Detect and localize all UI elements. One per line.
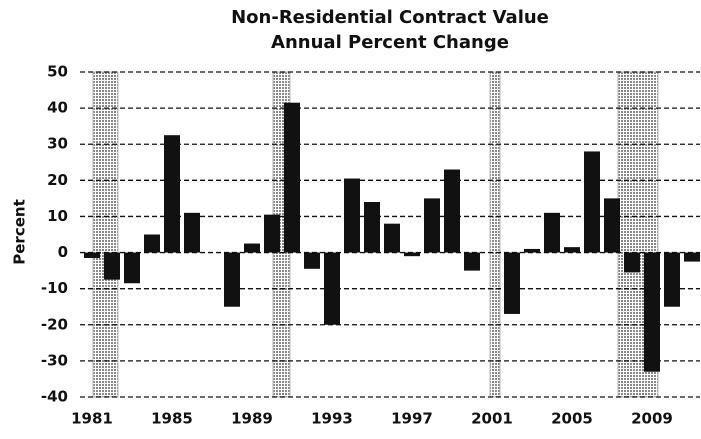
bar — [344, 178, 360, 253]
bar — [284, 102, 300, 253]
bar — [324, 252, 340, 325]
x-tick-label: 1997 — [391, 410, 433, 428]
y-axis-label: Percent — [11, 199, 29, 264]
x-tick-label: 2005 — [551, 410, 593, 428]
x-tick-label: 1985 — [151, 410, 193, 428]
y-tick-label: 50 — [47, 63, 68, 81]
y-tick-label: 40 — [47, 99, 68, 117]
x-tick-label: 1989 — [231, 410, 273, 428]
x-tick-label: 1981 — [71, 410, 113, 428]
bar — [444, 169, 460, 253]
bar — [104, 252, 120, 280]
bar — [124, 252, 140, 284]
y-tick-label: 20 — [47, 171, 68, 189]
bar — [364, 202, 380, 253]
y-tick-label: -30 — [41, 351, 68, 369]
y-tick-label: 0 — [58, 243, 68, 261]
bar — [144, 234, 160, 253]
chart-title: Non-Residential Contract Value — [231, 7, 549, 28]
bar — [464, 252, 480, 271]
x-tick-label: 2001 — [471, 410, 513, 428]
y-tick-label: -20 — [41, 315, 68, 333]
y-tick-label: -40 — [41, 388, 68, 406]
bar — [244, 243, 260, 253]
bar — [84, 252, 100, 258]
bar — [384, 223, 400, 253]
bar — [164, 135, 180, 253]
bar — [684, 252, 700, 262]
recession-band — [489, 71, 501, 398]
bar — [404, 252, 420, 257]
bar — [624, 252, 640, 273]
bar — [644, 252, 660, 372]
bar — [504, 252, 520, 314]
bar — [604, 198, 620, 253]
y-tick-label: -10 — [41, 279, 68, 297]
y-tick-label: 30 — [47, 135, 68, 153]
bar — [584, 151, 600, 253]
bar — [544, 212, 560, 253]
bar — [184, 212, 200, 253]
bar — [564, 247, 580, 253]
recession-band — [92, 71, 119, 398]
bar — [304, 252, 320, 269]
chart-subtitle: Annual Percent Change — [271, 32, 509, 53]
bar — [264, 214, 280, 253]
bar — [424, 198, 440, 253]
bar — [524, 248, 540, 253]
bar — [664, 252, 680, 307]
x-tick-label: 1993 — [311, 410, 353, 428]
y-tick-label: 10 — [47, 207, 68, 225]
bar — [224, 252, 240, 307]
x-tick-label: 2009 — [631, 410, 673, 428]
